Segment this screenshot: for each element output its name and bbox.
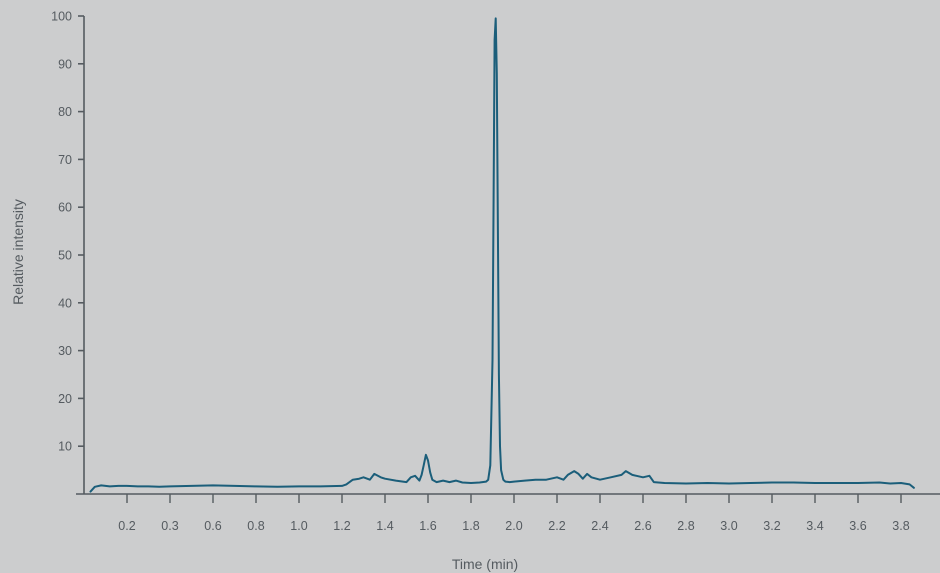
series-line-0 [89, 17, 915, 493]
y-tick-label: 20 [58, 392, 72, 406]
x-ticks: 0.2 0.3 0.6 0.8 1.0 1.2 1.4 1.6 1.8 2.0 2.2 2.4 2.6 2… [118, 494, 910, 533]
x-tick-label: 3.2 [763, 519, 780, 533]
x-tick-label: 3.4 [806, 519, 823, 533]
y-axis-title: Relative intensity [10, 199, 26, 305]
x-tick-label: 1.8 [462, 519, 479, 533]
x-tick-label: 0.8 [247, 519, 264, 533]
x-tick-label: 3.0 [720, 519, 737, 533]
x-tick-label: 2.8 [677, 519, 694, 533]
x-tick-label: 3.8 [892, 519, 909, 533]
x-tick-label: 1.4 [376, 519, 393, 533]
y-tick-label: 10 [58, 440, 72, 454]
y-tick-label: 40 [58, 296, 72, 310]
x-tick-label: 0.3 [161, 519, 178, 533]
x-tick-label: 2.0 [505, 519, 522, 533]
y-tick-label: 60 [58, 201, 72, 215]
x-tick-label: 2.4 [591, 519, 608, 533]
axes [76, 16, 940, 495]
y-tick-label: 80 [58, 105, 72, 119]
y-tick-label: 70 [58, 153, 72, 167]
x-tick-label: 2.6 [634, 519, 651, 533]
y-ticks: 10 20 30 40 50 60 70 80 90 100 [51, 10, 84, 454]
y-tick-label: 30 [58, 344, 72, 358]
x-tick-label: 1.0 [290, 519, 307, 533]
x-tick-label: 2.2 [548, 519, 565, 533]
x-tick-label: 0.2 [118, 519, 135, 533]
x-tick-label: 3.6 [849, 519, 866, 533]
x-tick-label: 1.2 [333, 519, 350, 533]
x-tick-label: 0.6 [204, 519, 221, 533]
x-axis-title: Time (min) [452, 556, 518, 572]
series-layer [89, 17, 915, 493]
y-tick-label: 100 [51, 10, 72, 24]
y-tick-label: 50 [58, 249, 72, 263]
x-tick-label: 1.6 [419, 519, 436, 533]
y-tick-label: 90 [58, 57, 72, 71]
